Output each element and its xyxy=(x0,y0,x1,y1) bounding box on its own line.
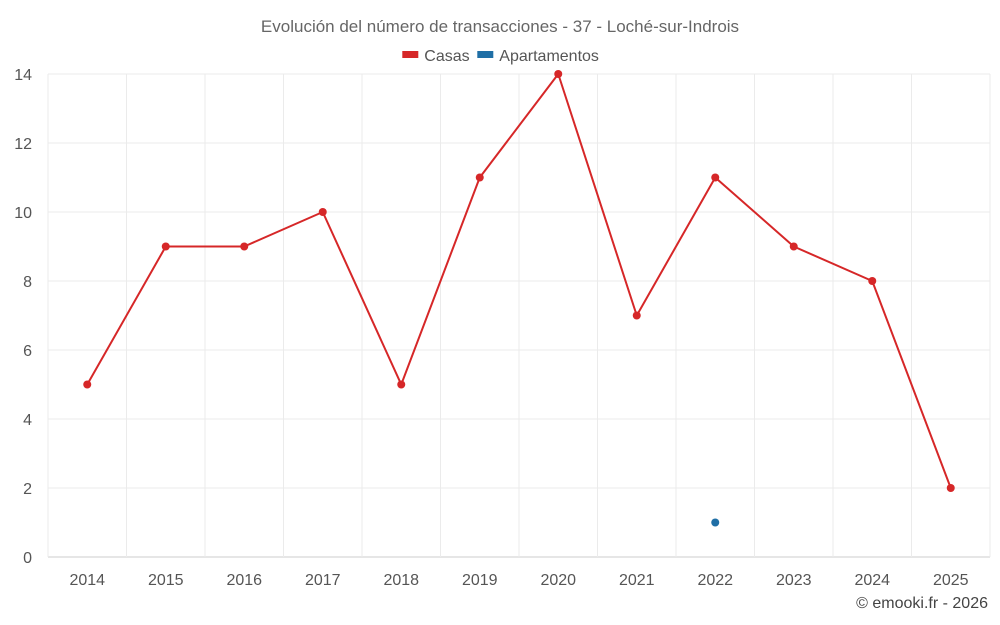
y-axis: 0 2 4 6 8 10 12 14 xyxy=(14,67,32,567)
data-point-casas[interactable] xyxy=(554,70,563,78)
x-tick-label: 2014 xyxy=(69,572,105,589)
x-axis: 2014 2015 2016 2017 2018 2019 2020 2021 2022 2023… xyxy=(69,572,968,589)
x-tick-label: 2019 xyxy=(462,572,498,589)
legend-item-casas[interactable]: Casas xyxy=(402,48,470,65)
legend-label: Casas xyxy=(424,48,469,65)
x-tick-label: 2024 xyxy=(854,572,890,589)
y-tick-label: 6 xyxy=(23,343,32,360)
legend[interactable]: Casas Apartamentos xyxy=(402,48,599,65)
x-tick-label: 2025 xyxy=(933,572,969,589)
legend-swatch xyxy=(477,51,494,58)
data-point-casas[interactable] xyxy=(632,311,641,320)
x-tick-label: 2016 xyxy=(226,572,262,589)
data-point-casas[interactable] xyxy=(397,380,406,389)
x-tick-label: 2021 xyxy=(619,572,655,589)
x-tick-label: 2023 xyxy=(776,572,812,589)
x-tick-label: 2015 xyxy=(148,572,184,589)
data-point-casas[interactable] xyxy=(475,173,484,182)
x-tick-label: 2017 xyxy=(305,572,341,589)
y-tick-label: 8 xyxy=(23,274,32,291)
series-layer xyxy=(83,70,955,527)
y-tick-label: 2 xyxy=(23,481,32,498)
data-point-casas[interactable] xyxy=(83,380,92,389)
data-point-casas[interactable] xyxy=(161,242,170,251)
y-tick-label: 12 xyxy=(14,136,32,153)
legend-item-apartamentos[interactable]: Apartamentos xyxy=(477,48,599,65)
data-point-casas[interactable] xyxy=(946,484,955,492)
data-point-casas[interactable] xyxy=(789,242,798,251)
data-point-casas[interactable] xyxy=(240,242,249,251)
y-tick-label: 14 xyxy=(14,67,32,84)
chart-title: Evolución del número de transacciones - … xyxy=(261,17,739,36)
legend-label: Apartamentos xyxy=(499,48,599,65)
data-point-casas[interactable] xyxy=(318,208,327,216)
x-tick-label: 2020 xyxy=(540,572,576,589)
y-tick-label: 4 xyxy=(23,412,32,429)
series-line-casas xyxy=(86,73,952,489)
data-point-casas[interactable] xyxy=(711,173,720,182)
x-tick-label: 2022 xyxy=(697,572,733,589)
y-tick-label: 0 xyxy=(23,550,32,567)
grid-lines xyxy=(47,73,991,558)
data-point-apartamentos[interactable] xyxy=(711,518,720,527)
data-point-casas[interactable] xyxy=(868,277,877,285)
legend-swatch xyxy=(402,51,419,58)
y-tick-label: 10 xyxy=(14,205,32,222)
x-tick-label: 2018 xyxy=(383,572,419,589)
credit-text[interactable]: © emooki.fr - 2026 xyxy=(856,595,988,612)
